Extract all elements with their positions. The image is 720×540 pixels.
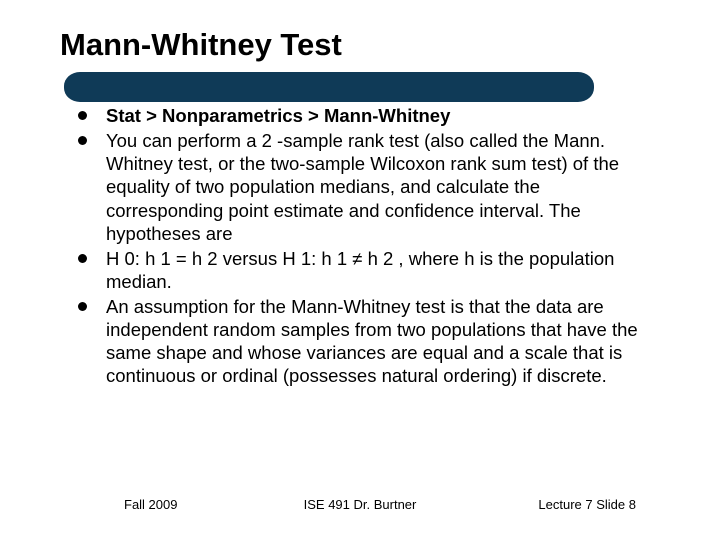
bullet-icon [78, 254, 87, 263]
slide-title: Mann-Whitney Test [60, 28, 660, 62]
bullet-text: You can perform a 2 -sample rank test (a… [106, 130, 619, 244]
bullet-text: H 0: h 1 = h 2 versus H 1: h 1 ≠ h 2 , w… [106, 248, 614, 292]
list-item: Stat > Nonparametrics > Mann-Whitney [78, 104, 660, 127]
slide: Mann-Whitney Test Stat > Nonparametrics … [0, 0, 720, 540]
list-item: An assumption for the Mann-Whitney test … [78, 295, 660, 388]
bullet-icon [78, 302, 87, 311]
body-area: Stat > Nonparametrics > Mann-Whitney You… [60, 104, 660, 388]
title-area: Mann-Whitney Test [60, 28, 660, 62]
list-item: You can perform a 2 -sample rank test (a… [78, 129, 660, 245]
footer-right: Lecture 7 Slide 8 [538, 497, 636, 512]
bullet-icon [78, 136, 87, 145]
footer-center: ISE 491 Dr. Burtner [304, 497, 417, 512]
bullet-icon [78, 111, 87, 120]
bullet-text: Stat > Nonparametrics > Mann-Whitney [106, 105, 450, 126]
bullet-text: An assumption for the Mann-Whitney test … [106, 296, 638, 386]
title-underline-bar [64, 72, 594, 102]
slide-footer: Fall 2009 ISE 491 Dr. Burtner Lecture 7 … [0, 497, 720, 512]
list-item: H 0: h 1 = h 2 versus H 1: h 1 ≠ h 2 , w… [78, 247, 660, 293]
bullet-list: Stat > Nonparametrics > Mann-Whitney You… [78, 104, 660, 388]
footer-left: Fall 2009 [124, 497, 177, 512]
